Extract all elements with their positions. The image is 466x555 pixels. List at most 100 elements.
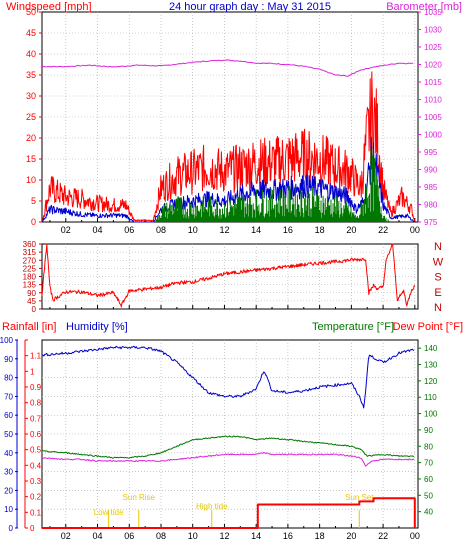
rain-y-tick-label: 1.1: [30, 352, 42, 361]
wind-y-tick-label: 10: [26, 175, 36, 185]
wind-x-tick-label: 00: [410, 225, 420, 235]
humidity-y-tick-label: 0: [9, 524, 14, 533]
dir-y-tick-label: 180: [23, 273, 37, 282]
dir-y-tick-label: 0: [32, 305, 37, 314]
humidity-y-tick-label: 10: [4, 505, 13, 514]
temp-y-tick-label: 110: [424, 393, 437, 402]
baro-y-tick-label: 980: [424, 201, 438, 210]
temp-y-tick-label: 130: [424, 361, 438, 370]
annotation-label: Sun Rise: [123, 493, 156, 502]
humidity-y-tick-label: 80: [4, 374, 13, 383]
baro-y-tick-label: 1010: [424, 96, 442, 105]
baro-y-tick-label: 1030: [424, 26, 442, 35]
humidity-y-tick-label: 100: [0, 336, 14, 345]
wind-axis-title: Windspeed [mph]: [6, 1, 92, 13]
dir-y-tick-label: 90: [27, 289, 36, 298]
annotation-label: High tide: [196, 502, 228, 511]
dir-y-tick-label: 135: [23, 281, 37, 290]
compass-label: N: [434, 241, 442, 253]
wind-direction-series-line: [41, 243, 416, 308]
dewpoint-axis-title: Dew Point [°F]: [393, 321, 463, 333]
temp-y-tick-label: 40: [424, 508, 433, 517]
baro-y-tick-label: 985: [424, 183, 438, 192]
wind-red-series-line: [41, 71, 416, 223]
wind-y-tick-label: 30: [26, 91, 36, 101]
humidity-series-line: [41, 345, 415, 409]
compass-label: E: [434, 287, 441, 299]
wind-y-tick-label: 45: [26, 28, 36, 38]
wind-x-tick-label: 18: [315, 225, 325, 235]
rain-y-tick-label: 1: [30, 367, 35, 376]
rain-y-tick-label: 0.8: [30, 399, 42, 408]
compass-label: N: [434, 302, 442, 314]
compass-label: S: [434, 272, 441, 284]
wind-y-tick-label: 35: [26, 70, 36, 80]
dir-y-tick-label: 360: [23, 240, 37, 249]
wind-y-tick-label: 20: [26, 133, 36, 143]
baro-y-tick-label: 1015: [424, 78, 442, 87]
wind-x-tick-label: 02: [61, 225, 71, 235]
wind-y-tick-label: 5: [31, 196, 36, 206]
temp-y-tick-label: 100: [424, 410, 438, 419]
baro-y-tick-label: 995: [424, 148, 438, 157]
env-x-tick-label: 20: [346, 531, 356, 541]
rain-y-tick-label: 0.7: [30, 414, 42, 423]
rainfall-series-line: [42, 497, 416, 529]
temperature-series-line: [41, 435, 415, 459]
wind-x-tick-label: 22: [378, 225, 388, 235]
humidity-y-tick-label: 20: [4, 486, 13, 495]
dewpoint-series-line: [41, 451, 415, 467]
rain-y-tick-label: 0.5: [30, 446, 42, 455]
env-x-tick-label: 18: [315, 531, 325, 541]
dir-y-tick-label: 315: [23, 248, 37, 257]
wind-green-series-bars: [154, 148, 390, 222]
wind-x-tick-label: 06: [124, 225, 134, 235]
wind-x-tick-label: 10: [188, 225, 198, 235]
dir-y-tick-label: 45: [27, 297, 36, 306]
temp-y-tick-label: 50: [424, 491, 433, 500]
rain-y-tick-label: 0.3: [30, 477, 42, 486]
humidity-axis-title: Humidity [%]: [66, 321, 128, 333]
baro-axis-title: Barometer [mb]: [386, 1, 462, 13]
env-x-tick-label: 02: [61, 531, 71, 541]
barometer-series-line: [41, 59, 414, 77]
temp-y-tick-label: 90: [424, 426, 433, 435]
wind-y-tick-label: 15: [26, 154, 36, 164]
temperature-axis-title: Temperature [°F]: [312, 321, 394, 333]
rain-y-tick-label: 0: [30, 524, 35, 533]
env-x-tick-label: 12: [219, 531, 229, 541]
compass-label: W: [433, 256, 444, 268]
wind-x-tick-label: 12: [219, 225, 229, 235]
chart-title: 24 hour graph day : May 31 2015: [169, 1, 331, 13]
wind-x-tick-label: 08: [156, 225, 166, 235]
baro-y-tick-label: 1000: [424, 131, 442, 140]
env-x-tick-label: 04: [93, 531, 103, 541]
wind-x-tick-label: 14: [251, 225, 261, 235]
rain-y-tick-label: 0.6: [30, 430, 42, 439]
baro-y-tick-label: 1020: [424, 61, 442, 70]
wind-x-tick-label: 20: [346, 225, 356, 235]
rain-y-tick-label: 0.4: [30, 461, 42, 470]
wind-plot-frame: [41, 11, 419, 223]
baro-y-tick-label: 1025: [424, 43, 442, 52]
annotation-label: Sun Set: [345, 493, 374, 502]
wind-y-tick-label: 50: [26, 7, 36, 17]
temp-y-tick-label: 140: [424, 344, 438, 353]
dir-plot-frame: [41, 243, 419, 310]
temp-y-tick-label: 60: [424, 475, 433, 484]
humidity-y-tick-label: 90: [4, 355, 13, 364]
rain-y-tick-label: 0.1: [30, 508, 42, 517]
dir-y-tick-label: 270: [23, 256, 37, 265]
env-x-tick-label: 14: [251, 531, 261, 541]
temp-y-tick-label: 70: [424, 459, 433, 468]
humidity-y-tick-label: 50: [4, 430, 13, 439]
rain-y-tick-label: 0.9: [30, 383, 42, 392]
temp-y-tick-label: 120: [424, 377, 438, 386]
humidity-y-tick-label: 40: [4, 449, 13, 458]
annotation-label: Low tide: [94, 508, 124, 517]
baro-y-tick-label: 990: [424, 166, 438, 175]
wind-x-tick-label: 16: [283, 225, 293, 235]
wind-x-tick-label: 04: [93, 225, 103, 235]
dir-y-tick-label: 225: [23, 264, 37, 273]
